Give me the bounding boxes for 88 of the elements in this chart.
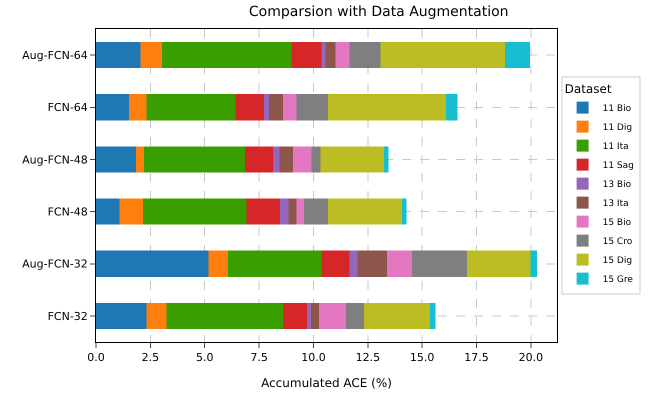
bar <box>120 198 144 225</box>
bar <box>402 198 406 225</box>
y-tick-label: Aug-FCN-32 <box>22 258 88 271</box>
bar <box>346 302 364 329</box>
y-tick-label: Aug-FCN-64 <box>22 48 88 62</box>
bar <box>364 302 430 329</box>
bar <box>296 94 328 120</box>
bar <box>166 302 284 329</box>
x-tick-label: 2.5 <box>142 351 160 364</box>
x-tick-label: 0.0 <box>87 351 105 364</box>
bar <box>530 250 538 277</box>
y-tick-label: Aug-FCN-48 <box>22 153 88 166</box>
bar <box>246 198 280 225</box>
bar <box>350 250 358 277</box>
bar <box>384 146 388 172</box>
legend-label: 15 Bio <box>602 218 632 228</box>
legend-label: 11 Sag <box>602 161 634 172</box>
bar <box>335 42 350 68</box>
bar <box>283 94 296 120</box>
bar <box>296 198 304 225</box>
bar <box>162 42 292 68</box>
bar <box>146 302 166 329</box>
x-axis-title: Accumulated ACE (%) <box>261 376 392 390</box>
bar <box>292 146 312 172</box>
bar <box>318 302 346 329</box>
legend-label: 13 Bio <box>602 180 632 190</box>
legend-label: 15 Gre <box>602 275 634 286</box>
legend-label: 15 Cro <box>602 237 633 248</box>
bar <box>386 250 412 277</box>
bar <box>446 94 458 120</box>
legend-label: 11 Bio <box>602 104 632 114</box>
bar <box>129 94 146 120</box>
bar <box>430 302 436 329</box>
x-tick-label: 10.0 <box>301 351 326 364</box>
legend-label: 11 Ita <box>602 142 629 152</box>
x-tick-label: 5.0 <box>196 351 214 364</box>
bar <box>467 250 530 277</box>
bar <box>412 250 468 277</box>
bar <box>269 94 284 120</box>
y-tick-label: FCN-48 <box>48 205 88 218</box>
bar <box>358 250 387 277</box>
bar <box>310 302 319 329</box>
bar <box>146 94 236 120</box>
bar <box>136 146 144 172</box>
bar <box>96 302 146 329</box>
legend-title: Dataset <box>564 82 612 96</box>
bar <box>280 198 288 225</box>
x-tick-label: 20.0 <box>518 351 544 364</box>
legend-label: 11 Dig <box>602 123 632 134</box>
bar <box>96 146 136 172</box>
legend-label: 13 Ita <box>602 199 629 210</box>
bar <box>96 94 130 120</box>
bar <box>306 302 311 329</box>
bar <box>96 250 209 277</box>
bar <box>349 42 380 68</box>
x-tick-label: 7.5 <box>250 351 268 364</box>
bar <box>325 42 336 68</box>
bar <box>96 198 120 225</box>
bar <box>144 146 245 172</box>
bar <box>505 42 530 68</box>
bar <box>322 42 326 68</box>
bar <box>273 146 280 172</box>
legend-label: 15 Dig <box>602 256 632 266</box>
y-tick-label: FCN-64 <box>48 101 88 114</box>
bar <box>380 42 506 68</box>
chart-title: Comparsion with Data Augmentation <box>248 4 509 20</box>
bar <box>140 42 162 68</box>
bar <box>208 250 228 277</box>
bar <box>304 198 328 225</box>
x-tick-label: 15.0 <box>410 351 434 364</box>
x-tick-label: 17.5 <box>464 351 489 364</box>
bar <box>96 42 141 68</box>
bar <box>288 198 296 225</box>
bar <box>328 198 402 225</box>
x-tick-label: 12.5 <box>356 351 380 364</box>
bar <box>311 146 320 172</box>
bar <box>320 146 384 172</box>
bar <box>244 146 274 172</box>
bar <box>279 146 293 172</box>
bar <box>283 302 307 329</box>
bar <box>235 94 264 120</box>
bar <box>328 94 446 120</box>
bar <box>143 198 247 225</box>
bar <box>322 250 350 277</box>
bar <box>228 250 322 277</box>
y-tick-label: FCN-32 <box>48 310 88 323</box>
bar <box>264 94 270 120</box>
bar <box>291 42 322 68</box>
